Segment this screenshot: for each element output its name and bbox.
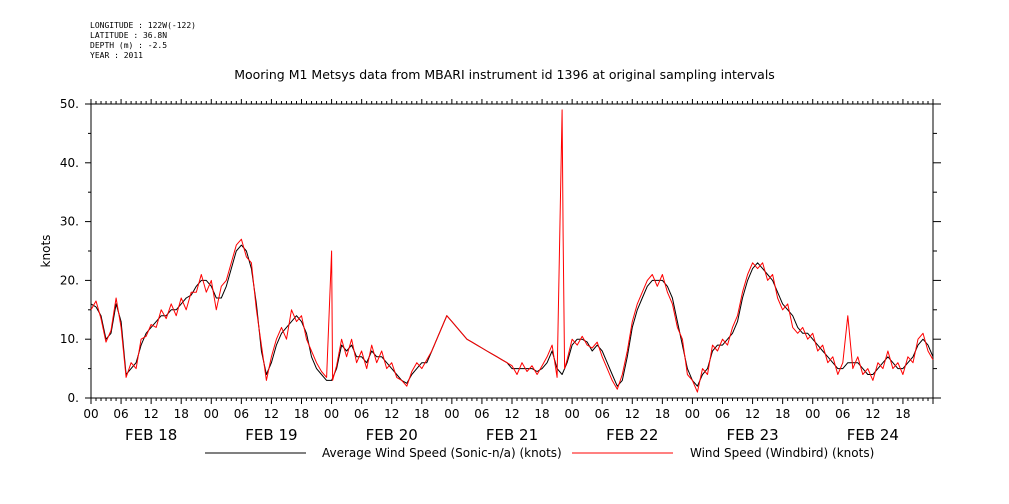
x-hour-label: 00 [83, 407, 98, 421]
x-hour-label: 06 [835, 407, 850, 421]
y-tick-label: 50. [60, 97, 79, 111]
x-hour-label: 06 [595, 407, 610, 421]
x-hour-label: 12 [865, 407, 880, 421]
chart-title: Mooring M1 Metsys data from MBARI instru… [234, 67, 775, 82]
x-hour-label: 18 [655, 407, 670, 421]
x-hour-label: 12 [504, 407, 519, 421]
x-hour-label: 12 [264, 407, 279, 421]
x-hour-label: 12 [384, 407, 399, 421]
x-hour-label: 18 [895, 407, 910, 421]
legend-label-windbird: Wind Speed (Windbird) (knots) [690, 446, 875, 460]
plot-axes [90, 103, 934, 399]
x-hour-label: 06 [474, 407, 489, 421]
data-series [90, 109, 934, 393]
y-axis-label: knots [39, 235, 53, 268]
y-tick-label: 30. [60, 215, 79, 229]
series-line-0 [90, 244, 934, 387]
x-hour-label: 00 [805, 407, 820, 421]
x-hour-label: 18 [775, 407, 790, 421]
x-hour-label: 12 [625, 407, 640, 421]
y-tick-label: 40. [60, 156, 79, 170]
y-tick-label: 20. [60, 273, 79, 287]
meta-latitude: LATITUDE : 36.8N [90, 31, 168, 40]
meta-longitude: LONGITUDE : 122W(-122) [90, 21, 196, 30]
meta-depth: DEPTH (m) : -2.5 [90, 41, 168, 50]
x-hour-label: 00 [685, 407, 700, 421]
legend-label-average-wind: Average Wind Speed (Sonic-n/a) (knots) [322, 446, 562, 460]
x-day-label: FEB 18 [125, 426, 177, 444]
x-day-label: FEB 22 [606, 426, 658, 444]
series-line-1 [90, 109, 934, 393]
x-day-label: FEB 20 [366, 426, 418, 444]
x-day-label: FEB 24 [847, 426, 899, 444]
metadata-block: LONGITUDE : 122W(-122) LATITUDE : 36.8N … [90, 21, 196, 61]
y-tick-label: 0. [68, 391, 79, 405]
x-hour-label: 06 [354, 407, 369, 421]
x-hour-label: 06 [234, 407, 249, 421]
plot-frame [90, 103, 934, 399]
x-hour-label: 00 [204, 407, 219, 421]
x-hour-label: 00 [565, 407, 580, 421]
x-hour-label: 18 [294, 407, 309, 421]
x-hour-label: 12 [144, 407, 159, 421]
x-day-label: FEB 23 [726, 426, 778, 444]
x-hour-label: 06 [715, 407, 730, 421]
x-day-label: FEB 21 [486, 426, 538, 444]
axis-ticks: 0. 10. 20. 30. 40. 50. knots 00 06 12 18 00 06 12 18 00… [39, 97, 941, 444]
x-hour-label: 18 [174, 407, 189, 421]
x-hour-label: 06 [113, 407, 128, 421]
meta-year: YEAR : 2011 [90, 51, 143, 60]
x-hour-label: 18 [414, 407, 429, 421]
x-hour-label: 18 [534, 407, 549, 421]
x-hour-label: 00 [324, 407, 339, 421]
y-tick-label: 10. [60, 332, 79, 346]
x-hour-label: 12 [745, 407, 760, 421]
x-day-label: FEB 19 [245, 426, 297, 444]
x-hour-label: 00 [444, 407, 459, 421]
